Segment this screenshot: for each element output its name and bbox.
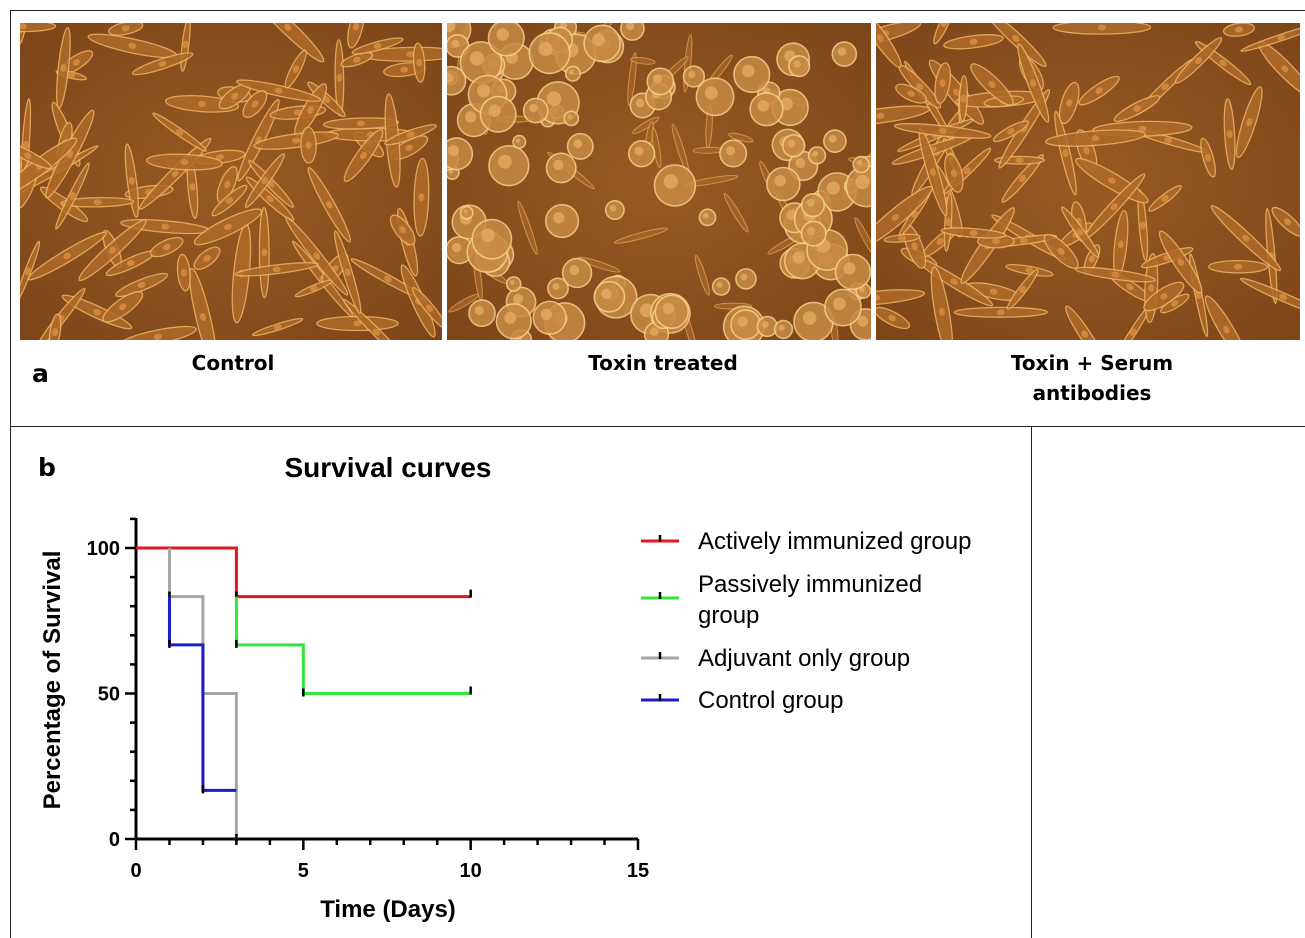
control-cells-image — [20, 23, 442, 340]
chart-series — [136, 546, 472, 842]
chart-title: Survival curves — [284, 452, 491, 483]
series-line-1 — [136, 546, 471, 599]
y-tick-label: 100 — [87, 538, 120, 560]
legend-label-2: Passively immunized — [698, 571, 922, 598]
panel-b-label: b — [38, 453, 56, 482]
x-tick-label: 10 — [460, 860, 482, 882]
toxin-serum-caption: Toxin + Serum antibodies — [992, 348, 1192, 408]
control-micrograph — [20, 23, 442, 340]
toxin-treated-caption: Toxin treated — [588, 351, 738, 375]
chart-axes: 0 5 10 15 0 50 100 — [87, 517, 649, 882]
toxin-serum-micrograph — [876, 23, 1300, 340]
panel-a-label: a — [32, 359, 49, 388]
y-tick-label: 0 — [109, 829, 120, 851]
x-axis-title: Time (Days) — [320, 896, 456, 923]
series-line-2 — [234, 596, 471, 695]
panel-divider — [1032, 426, 1305, 428]
serum-cells-image — [876, 23, 1300, 340]
chart-legend: Actively immunized group Passively immuni… — [641, 528, 971, 714]
y-tick-label: 50 — [98, 684, 120, 706]
legend-label-2: group — [698, 602, 759, 629]
legend-label-1: Actively immunized group — [698, 528, 971, 555]
control-caption: Control — [191, 351, 275, 375]
panel-b-frame — [10, 426, 1032, 938]
legend-label-3: Adjuvant only group — [698, 645, 910, 672]
series-line-4 — [167, 596, 237, 792]
x-tick-label: 5 — [298, 860, 309, 882]
toxin-serum-caption-line1: Toxin + Serum — [1010, 351, 1174, 375]
toxin-treated-micrograph — [447, 23, 871, 340]
x-tick-label: 0 — [130, 860, 141, 882]
panel-a-frame — [10, 10, 1305, 426]
x-tick-label: 15 — [627, 860, 649, 882]
y-axis-title: Percentage of Survival — [39, 551, 66, 810]
toxin-cells-image — [447, 23, 871, 340]
legend-label-4: Control group — [698, 687, 843, 714]
toxin-serum-caption-line2: antibodies — [1032, 381, 1152, 405]
